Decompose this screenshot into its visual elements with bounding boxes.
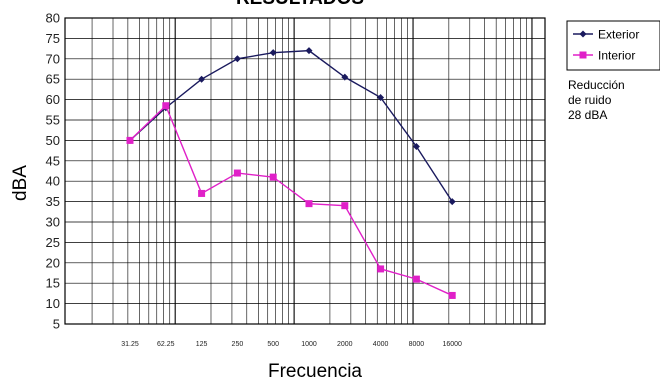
legend-item-interior: Interior: [573, 49, 635, 63]
reduction-note: Reducción de ruido 28 dBA: [568, 78, 625, 122]
x-tick-label: 125: [196, 341, 208, 348]
y-tick-label: 35: [46, 194, 60, 209]
data-point: [305, 200, 313, 208]
data-point: [377, 265, 385, 273]
y-tick-label: 55: [46, 113, 60, 128]
series-interior: [126, 102, 456, 299]
x-tick-label: 1000: [301, 341, 317, 348]
data-point: [448, 291, 456, 299]
note-line-3: 28 dBA: [568, 108, 607, 122]
y-tick-label: 45: [46, 153, 60, 168]
plot-frame: [64, 17, 546, 325]
x-tick-label: 250: [232, 341, 244, 348]
data-point: [377, 94, 385, 102]
y-tick-label: 50: [46, 133, 60, 148]
data-point: [233, 169, 241, 177]
data-point: [448, 198, 456, 206]
data-point: [305, 47, 313, 55]
legend-marker: [579, 51, 587, 59]
series-line: [129, 49, 453, 202]
legend-label: Exterior: [598, 28, 639, 42]
y-tick-label: 25: [46, 235, 60, 250]
y-axis-ticks: 5 10 15 20 25 30 35 40 45 50 55 60 65 70 75 80: [46, 11, 60, 332]
grid: [65, 17, 545, 325]
y-tick-label: 60: [46, 92, 60, 107]
y-tick-label: 5: [53, 317, 60, 332]
data-point: [341, 73, 349, 81]
legend: Exterior Interior: [566, 20, 660, 71]
series-group: [126, 47, 456, 299]
legend-item-exterior: Exterior: [573, 28, 639, 42]
y-tick-label: 80: [46, 11, 60, 26]
data-point: [269, 173, 277, 181]
x-axis-title: Frecuencia: [268, 361, 362, 381]
y-tick-label: 30: [46, 215, 60, 230]
x-tick-label: 8000: [409, 341, 425, 348]
plot-area-border: [64, 17, 546, 325]
x-tick-label: 31.25: [121, 341, 139, 348]
note-line-2: de ruido: [568, 93, 612, 107]
y-tick-label: 20: [46, 255, 60, 270]
x-axis-ticks: 31.25 62.25 125 250 500 1000 2000 4000 8000 16000: [121, 341, 462, 348]
data-point: [233, 55, 241, 63]
data-point: [412, 275, 420, 283]
note-line-1: Reducción: [568, 78, 625, 92]
legend-box: [566, 20, 660, 71]
x-tick-label: 4000: [373, 341, 389, 348]
chart-title: RESULTADOS: [236, 0, 364, 9]
legend-label: Interior: [598, 49, 635, 63]
x-tick-label: 2000: [337, 341, 353, 348]
y-axis-title: dBA: [10, 165, 31, 201]
x-tick-label: 16000: [442, 341, 462, 348]
data-point: [269, 49, 277, 57]
y-tick-label: 65: [46, 72, 60, 87]
y-tick-label: 75: [46, 31, 60, 46]
series-line: [129, 104, 453, 297]
x-tick-label: 62.25: [157, 341, 175, 348]
y-tick-label: 10: [46, 296, 60, 311]
x-tick-label: 500: [267, 341, 279, 348]
data-point: [412, 143, 420, 151]
data-point: [126, 136, 134, 144]
data-point: [162, 102, 170, 110]
data-point: [198, 189, 206, 197]
data-point: [198, 75, 206, 83]
legend-marker: [579, 30, 587, 38]
data-point: [341, 202, 349, 210]
y-tick-label: 15: [46, 276, 60, 291]
y-tick-label: 70: [46, 51, 60, 66]
y-tick-label: 40: [46, 174, 60, 189]
